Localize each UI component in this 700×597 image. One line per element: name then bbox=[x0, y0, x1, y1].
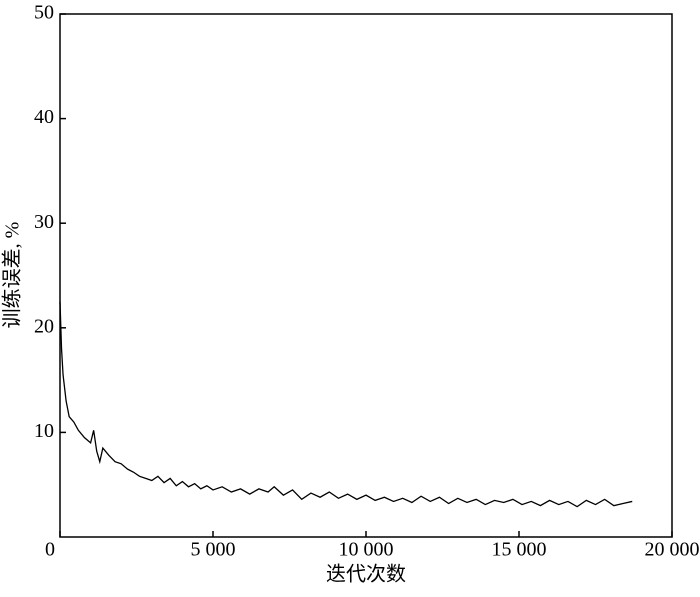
y-tick-label: 20 bbox=[34, 315, 54, 337]
y-tick-label: 10 bbox=[34, 420, 54, 442]
x-tick-label: 15 000 bbox=[492, 539, 547, 561]
x-tick-label: 20 000 bbox=[645, 539, 700, 561]
y-tick-label: 50 bbox=[34, 2, 54, 24]
y-tick-label: 40 bbox=[34, 106, 54, 128]
y-axis-label: 训练误差, % bbox=[1, 222, 24, 329]
x-tick-label: 10 000 bbox=[339, 539, 394, 561]
x-tick-label: 5 000 bbox=[191, 539, 236, 561]
x-tick-label: 0 bbox=[45, 539, 55, 561]
line-series bbox=[59, 301, 633, 508]
plot-frame bbox=[59, 13, 673, 538]
x-axis-label: 迭代次数 bbox=[326, 563, 406, 586]
y-tick-label: 30 bbox=[34, 211, 54, 233]
